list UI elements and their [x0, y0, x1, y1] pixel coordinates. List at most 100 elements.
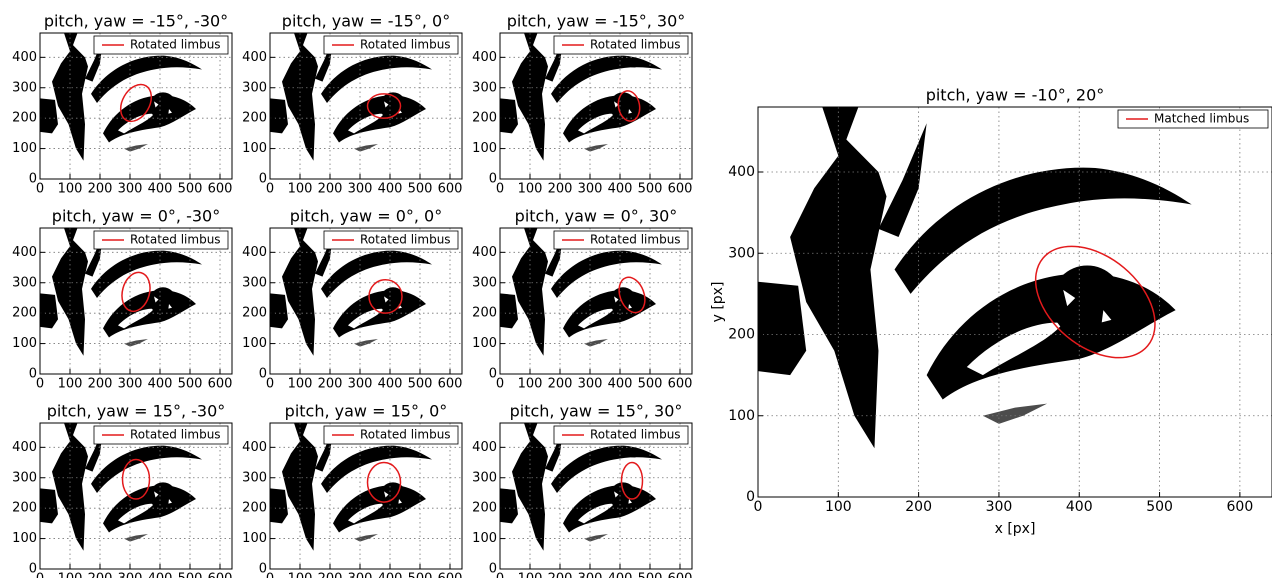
x-tick-label: 100	[288, 572, 313, 578]
x-tick-label: 400	[378, 572, 403, 578]
legend-label: Rotated limbus	[130, 233, 221, 247]
y-tick-label: 200	[472, 501, 497, 516]
y-tick-label: 0	[29, 562, 37, 577]
y-tick-label: 300	[242, 80, 267, 95]
x-tick-label: 0	[496, 377, 504, 392]
plot-area	[270, 228, 462, 374]
x-tick-label: 400	[1066, 499, 1093, 515]
y-tick-label: 0	[259, 562, 267, 577]
x-tick-label: 100	[288, 377, 313, 392]
x-tick-label: 100	[825, 499, 852, 515]
x-tick-label: 600	[438, 572, 463, 578]
y-tick-label: 100	[242, 141, 267, 156]
y-tick-label: 400	[242, 50, 267, 65]
y-tick-label: 300	[12, 275, 37, 290]
y-axis-label: y [px]	[710, 282, 726, 323]
subplot-title: pitch, yaw = -10°, 20°	[926, 86, 1105, 105]
plot-area	[40, 33, 232, 179]
y-tick-label: 400	[472, 440, 497, 455]
legend-label: Rotated limbus	[360, 233, 451, 247]
x-tick-label: 0	[266, 572, 274, 578]
subplot: 01002003004005006000100200300400pitch, y…	[242, 402, 462, 578]
subplot-title: pitch, yaw = 0°, -30°	[52, 207, 220, 226]
x-tick-label: 600	[208, 182, 233, 197]
y-tick-label: 200	[728, 327, 755, 343]
y-tick-label: 0	[489, 367, 497, 382]
x-tick-label: 300	[118, 377, 143, 392]
y-tick-label: 200	[242, 111, 267, 126]
y-tick-label: 200	[12, 306, 37, 321]
plot-area	[758, 107, 1272, 497]
y-tick-label: 200	[242, 501, 267, 516]
x-tick-label: 100	[58, 572, 83, 578]
y-tick-label: 100	[472, 141, 497, 156]
y-tick-label: 100	[472, 336, 497, 351]
subplot-title: pitch, yaw = 15°, 30°	[510, 402, 683, 421]
x-tick-label: 600	[208, 377, 233, 392]
x-tick-label: 0	[36, 377, 44, 392]
x-tick-label: 600	[1227, 499, 1254, 515]
x-axis-label: x [px]	[995, 521, 1036, 537]
y-tick-label: 300	[472, 275, 497, 290]
x-tick-label: 600	[208, 572, 233, 578]
x-tick-label: 300	[348, 377, 373, 392]
x-tick-label: 200	[318, 182, 343, 197]
y-tick-label: 0	[489, 562, 497, 577]
y-tick-label: 400	[242, 440, 267, 455]
x-tick-label: 200	[548, 572, 573, 578]
x-tick-label: 500	[408, 377, 433, 392]
legend-label: Rotated limbus	[360, 428, 451, 442]
y-tick-label: 100	[12, 336, 37, 351]
y-tick-label: 400	[12, 440, 37, 455]
x-tick-label: 300	[578, 572, 603, 578]
x-tick-label: 0	[36, 182, 44, 197]
x-tick-label: 0	[36, 572, 44, 578]
x-tick-label: 100	[518, 572, 543, 578]
legend-label: Rotated limbus	[130, 38, 221, 52]
y-tick-label: 300	[12, 470, 37, 485]
y-tick-label: 100	[242, 531, 267, 546]
legend-label: Rotated limbus	[130, 428, 221, 442]
y-tick-label: 0	[259, 367, 267, 382]
x-tick-label: 300	[578, 182, 603, 197]
subplot: 01002003004005006000100200300400pitch, y…	[710, 86, 1272, 538]
y-tick-label: 400	[728, 164, 755, 180]
x-tick-label: 200	[905, 499, 932, 515]
x-tick-label: 200	[318, 377, 343, 392]
y-tick-label: 200	[12, 111, 37, 126]
y-tick-label: 0	[746, 489, 755, 505]
y-tick-label: 300	[728, 245, 755, 261]
x-tick-label: 300	[118, 182, 143, 197]
x-tick-label: 100	[58, 182, 83, 197]
plot-area	[270, 33, 462, 179]
y-tick-label: 400	[472, 245, 497, 260]
x-tick-label: 500	[1146, 499, 1173, 515]
y-tick-label: 100	[728, 408, 755, 424]
x-tick-label: 300	[348, 182, 373, 197]
x-tick-label: 300	[986, 499, 1013, 515]
plot-area	[40, 423, 232, 569]
y-tick-label: 100	[242, 336, 267, 351]
x-tick-label: 200	[318, 572, 343, 578]
legend-label: Matched limbus	[1154, 112, 1249, 126]
x-tick-label: 500	[638, 182, 663, 197]
x-tick-label: 600	[668, 572, 693, 578]
x-tick-label: 200	[88, 182, 113, 197]
x-tick-label: 300	[118, 572, 143, 578]
y-tick-label: 0	[259, 172, 267, 187]
subplot-title: pitch, yaw = -15°, 0°	[282, 12, 450, 31]
y-tick-label: 300	[472, 80, 497, 95]
x-tick-label: 100	[518, 182, 543, 197]
y-tick-label: 400	[242, 245, 267, 260]
x-tick-label: 400	[608, 572, 633, 578]
y-tick-label: 200	[12, 501, 37, 516]
legend-label: Rotated limbus	[590, 233, 681, 247]
eye-image	[758, 107, 1192, 448]
legend-label: Rotated limbus	[590, 38, 681, 52]
y-tick-label: 300	[12, 80, 37, 95]
plot-area	[500, 228, 692, 374]
